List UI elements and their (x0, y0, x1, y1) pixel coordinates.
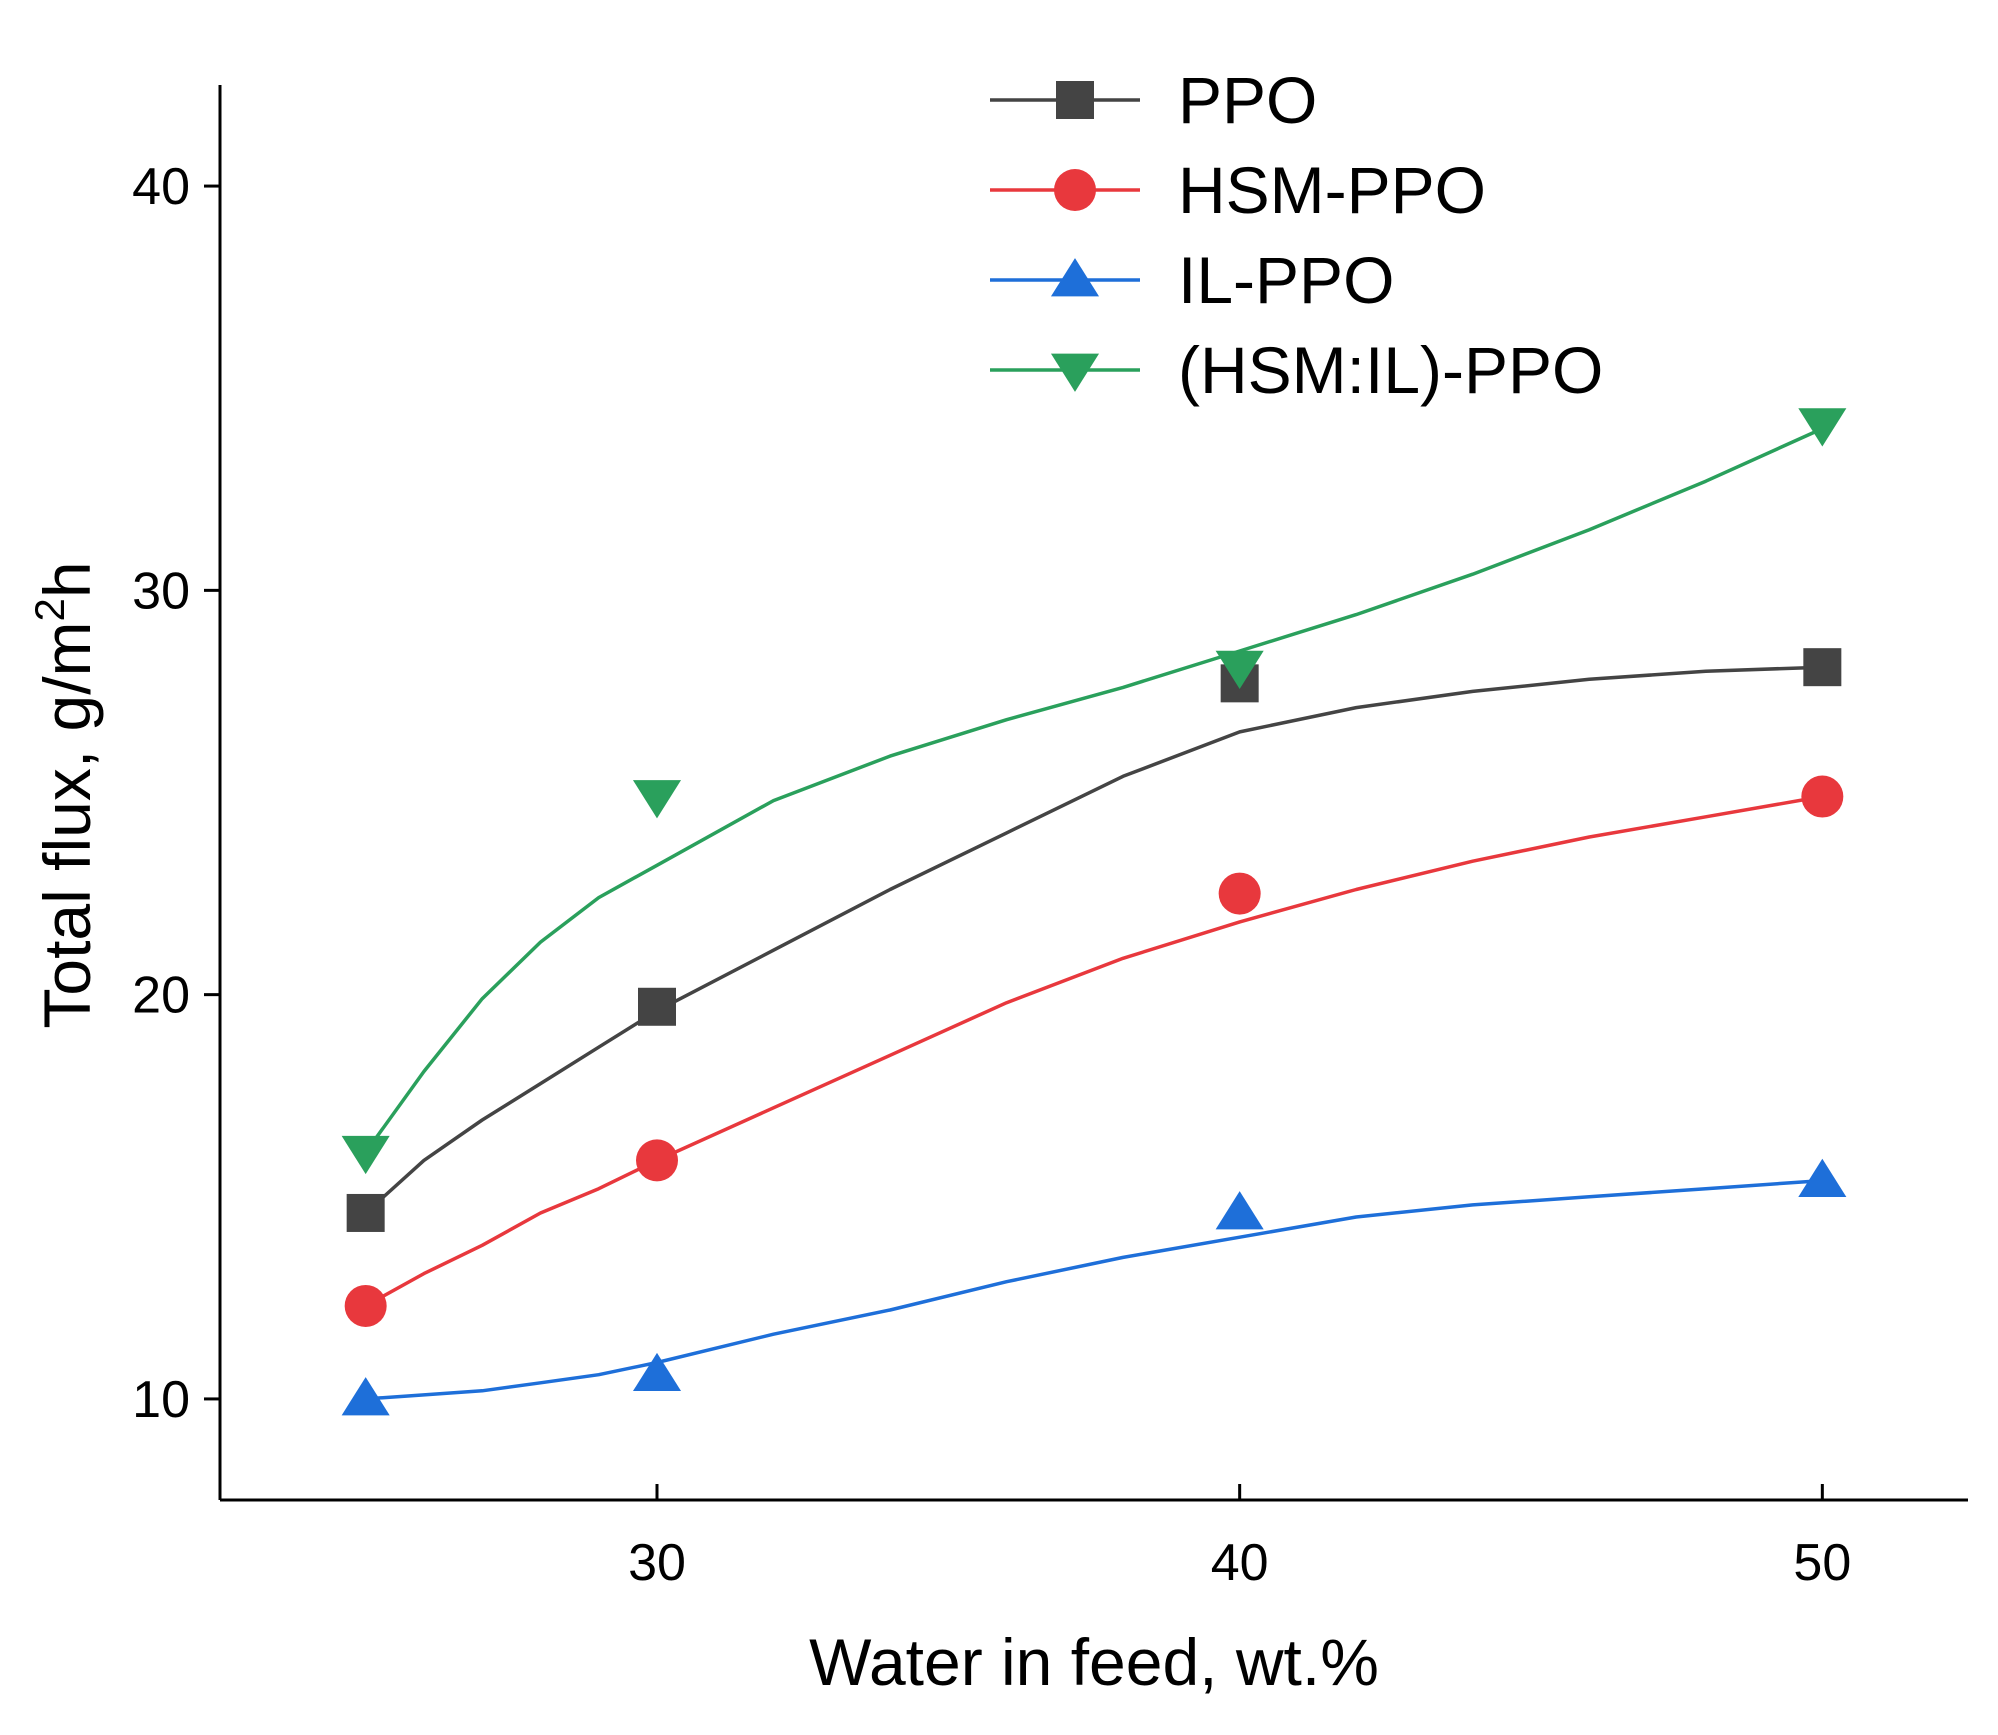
legend-item: PPO (990, 63, 1317, 137)
data-point-circle (1218, 872, 1261, 915)
x-tick-label: 40 (1211, 1534, 1269, 1592)
data-point-triangle-down (1050, 353, 1100, 392)
x-tick-label: 30 (628, 1534, 686, 1592)
legend-label: PPO (1178, 63, 1317, 137)
data-point-triangle-down (341, 1135, 390, 1175)
data-point-triangle-up (1798, 1158, 1847, 1198)
series-line (364, 427, 1824, 1154)
data-point-triangle-up (341, 1377, 390, 1416)
x-tick-label: 50 (1793, 1534, 1851, 1592)
data-point-triangle-up (1215, 1191, 1264, 1230)
y-axis-title-superscript: 2 (26, 598, 73, 621)
axes (218, 85, 1968, 1502)
legend-label: HSM-PPO (1178, 153, 1486, 227)
y-axis-title-suffix: h (30, 561, 104, 598)
data-point-triangle-down (1215, 650, 1264, 690)
data-point-circle (636, 1139, 678, 1182)
data-point-circle (1801, 775, 1844, 818)
legend-label: IL-PPO (1178, 243, 1394, 317)
legend-item: HSM-PPO (990, 153, 1486, 227)
series-ppo (346, 648, 1842, 1232)
series-line (365, 1178, 1823, 1401)
series-hsm-il-ppo (341, 408, 1847, 1175)
series-line (364, 794, 1823, 1308)
y-axis-title: Total flux, g/m2h (26, 561, 104, 1028)
y-axis-title-prefix: Total flux, g/m (30, 621, 104, 1028)
legend-item: IL-PPO (990, 243, 1394, 317)
y-tick-label: 40 (132, 158, 190, 216)
legend-item: (HSM:IL)-PPO (990, 333, 1603, 407)
data-point-square (1056, 81, 1094, 119)
data-point-square (346, 1193, 385, 1232)
data-point-triangle-down (1798, 408, 1847, 447)
y-tick-label: 20 (132, 967, 190, 1025)
legend-label: (HSM:IL)-PPO (1178, 333, 1603, 407)
data-point-triangle-down (632, 780, 682, 819)
data-point-circle (344, 1284, 387, 1327)
series-hsm-ppo (344, 775, 1844, 1327)
legend: PPO HSM-PPO IL-PPO (HSM:IL)-PPO (990, 63, 1603, 407)
y-tick-label: 10 (132, 1371, 190, 1429)
series-layer (341, 408, 1847, 1416)
data-point-triangle-up (632, 1352, 682, 1392)
data-point-triangle-up (1050, 258, 1100, 297)
data-point-circle (1054, 169, 1096, 211)
series-il-ppo (341, 1158, 1847, 1416)
tick-layer: 30 40 50 10 20 30 40 (132, 158, 1851, 1592)
data-point-square (1803, 648, 1842, 687)
data-point-square (638, 987, 676, 1026)
series-line (364, 665, 1823, 1215)
x-axis-title: Water in feed, wt.% (809, 1625, 1379, 1699)
y-tick-label: 30 (132, 562, 190, 620)
